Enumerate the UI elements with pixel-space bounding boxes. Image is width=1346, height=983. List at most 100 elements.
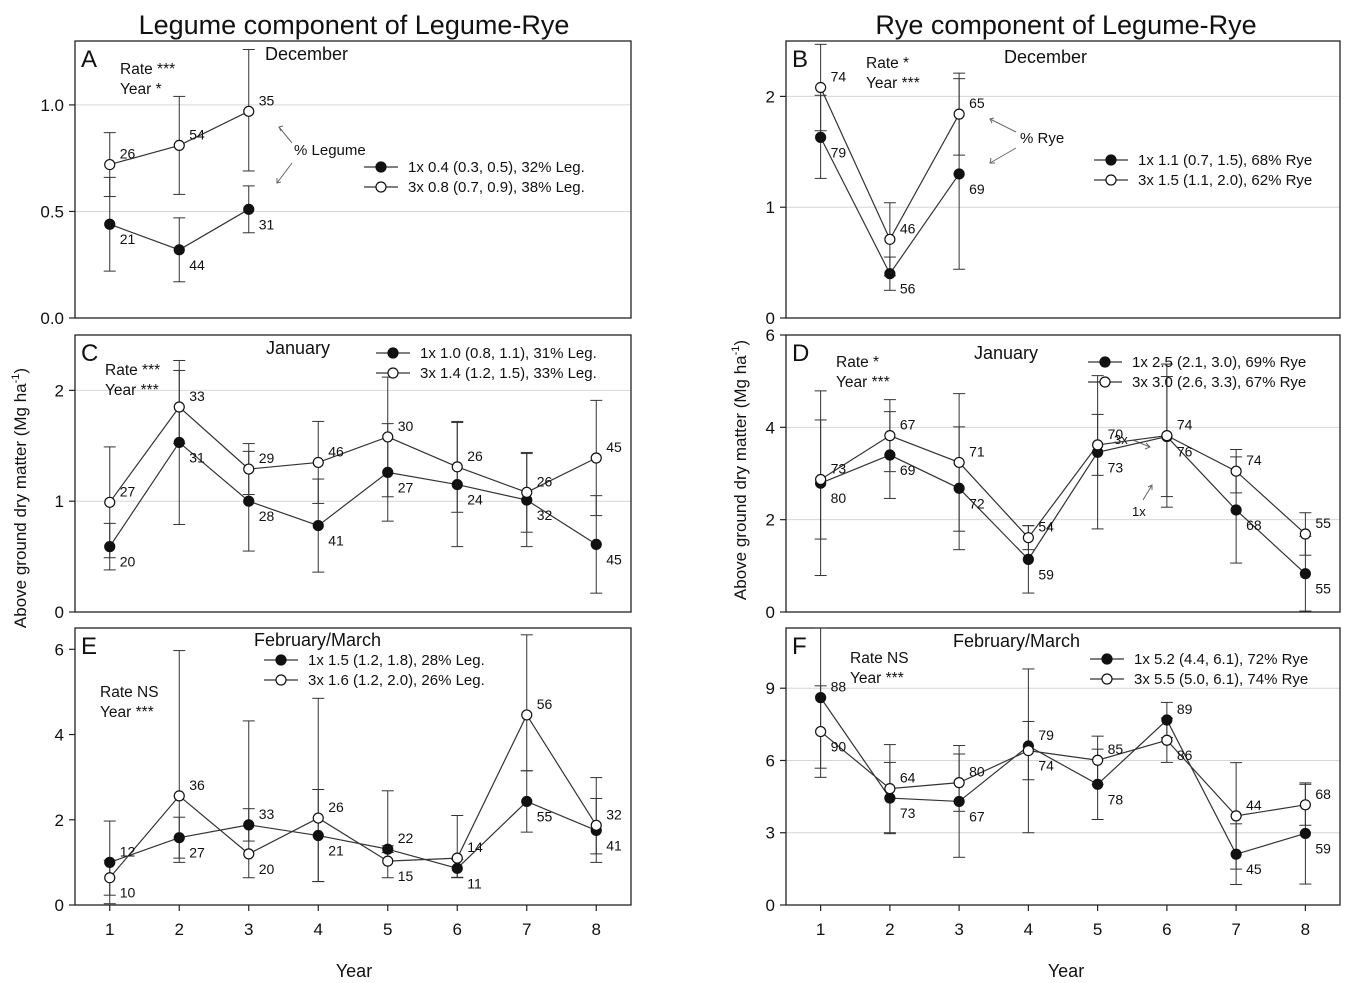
point-label-d-1x-4: 73 (1108, 459, 1124, 475)
panel-b: 0 1 2B December Rate * Year *** 79 56 69 74 46 65 1x… (766, 40, 1341, 328)
x-tick-label-e-7: 8 (592, 920, 601, 939)
data-point-f-3x-4 (1092, 754, 1104, 766)
data-point-c-3x-2 (243, 463, 255, 475)
data-point-c-1x-5 (451, 478, 463, 491)
point-label-f-1x-0: 88 (831, 679, 847, 695)
point-label-c-3x-3: 46 (328, 443, 344, 459)
x-tick-label-f-1: 2 (885, 920, 894, 939)
x-tick-label-f-0: 1 (816, 920, 825, 939)
data-point-d-1x-1 (884, 449, 896, 461)
plot-frame-a (74, 40, 632, 319)
legend-entry-f-3x: 3x 5.5 (5.0, 6.1), 74% Rye (1134, 671, 1308, 688)
y-tick-label-e-0: 0 (55, 896, 64, 915)
point-label-b-1x-0: 79 (831, 144, 847, 160)
point-label-e-1x-4: 22 (398, 830, 414, 846)
pct-legume-arrow-down (276, 162, 293, 184)
pct-legume-arrow-up (278, 126, 293, 144)
data-point-e-1x-2 (243, 819, 255, 831)
point-label-f-1x-2: 67 (969, 808, 985, 824)
data-point-f-1x-5 (1161, 714, 1173, 726)
point-label-b-1x-2: 69 (969, 181, 985, 197)
point-label-d-3x-6: 74 (1246, 452, 1262, 468)
series-line-d-3x (820, 434, 1306, 539)
y-tick-label-f-0: 0 (766, 896, 775, 915)
data-point-c-1x-3 (312, 519, 324, 532)
point-label-e-1x-3: 21 (328, 843, 344, 859)
pct-rye-annotation: % Rye (1020, 130, 1064, 147)
x-tick-label-e-6: 7 (522, 920, 531, 939)
data-point-e-3x-2 (243, 848, 255, 860)
legend-entry-a-3x: 3x 0.8 (0.7, 0.9), 38% Leg. (408, 179, 585, 196)
stats-line-f-1: Year *** (850, 670, 904, 687)
pct-legume-arrowhead-down (276, 178, 282, 184)
x-tick-label-e-1: 2 (175, 920, 184, 939)
legend-marker-c-1x (387, 347, 399, 359)
stats-line-c-1: Year *** (105, 382, 159, 399)
data-point-c-1x-7 (590, 538, 602, 551)
point-label-e-3x-4: 15 (398, 868, 414, 884)
y-tick-label-d-3: 6 (766, 326, 775, 345)
month-label-a: December (265, 44, 348, 64)
legend-entry-c-3x: 3x 1.4 (1.2, 1.5), 33% Leg. (420, 365, 597, 382)
left-ylabel-main: Above ground dry matter (Mg ha (11, 383, 30, 628)
legend-marker-e-1x (275, 654, 287, 666)
point-label-e-1x-7: 41 (606, 837, 622, 853)
plot-frame-c (74, 334, 632, 613)
point-label-f-3x-3: 74 (1038, 758, 1054, 774)
data-point-a-3x-2 (243, 105, 255, 117)
pct-rye-arrow-down (989, 147, 1017, 164)
panel-d-annotations: 3x 1x (1114, 432, 1153, 519)
panel-label-c: C (81, 340, 98, 367)
data-point-f-3x-6 (1230, 810, 1242, 822)
y-tick-label-a-1: 0.5 (40, 202, 64, 221)
month-label-d: January (974, 343, 1038, 363)
data-point-e-3x-4 (382, 855, 394, 867)
data-point-c-3x-3 (312, 456, 324, 469)
data-point-f-1x-1 (884, 792, 896, 804)
legend-marker-a-3x (375, 181, 387, 193)
data-point-b-1x-0 (815, 131, 827, 143)
plot-frame-d (785, 334, 1341, 613)
pct-rye-arrowhead-down (989, 157, 995, 164)
panel-a-annotations: % Legume (276, 125, 366, 184)
y-tick-label-a-2: 1.0 (40, 96, 64, 115)
data-point-e-3x-3 (312, 812, 324, 824)
point-label-b-1x-1: 56 (900, 281, 916, 297)
stats-line-b-0: Rate * (866, 55, 909, 72)
point-label-f-1x-1: 73 (900, 805, 916, 821)
point-label-c-1x-1: 31 (189, 449, 205, 465)
y-tick-label-a-0: 0.0 (40, 309, 64, 328)
data-point-c-3x-0 (104, 496, 116, 508)
legend-marker-d-1x (1099, 356, 1111, 368)
point-label-c-1x-7: 45 (606, 551, 622, 567)
y-tick-label-e-1: 2 (55, 811, 64, 830)
point-label-b-3x-2: 65 (969, 95, 985, 111)
plot-frame-e (74, 627, 632, 906)
data-point-f-1x-4 (1092, 778, 1104, 790)
legend-entry-d-3x: 3x 3.0 (2.6, 3.3), 67% Rye (1132, 374, 1306, 391)
panel-b-annotations: % Rye (989, 117, 1064, 164)
data-point-d-1x-7 (1299, 568, 1311, 580)
point-label-f-3x-1: 64 (900, 770, 916, 786)
point-label-d-3x-3: 54 (1038, 519, 1054, 535)
data-point-e-1x-0 (104, 856, 116, 868)
stats-line-f-0: Rate NS (850, 650, 909, 667)
left-ylabel-sup: -1 (10, 374, 22, 384)
data-point-e-1x-1 (173, 832, 185, 844)
data-point-c-1x-1 (173, 436, 185, 449)
point-label-a-3x-1: 54 (189, 126, 205, 142)
point-label-f-3x-2: 80 (969, 764, 985, 780)
data-point-d-3x-3 (1022, 532, 1034, 544)
stats-line-a-1: Year * (120, 81, 162, 98)
data-point-e-1x-5 (451, 862, 463, 874)
marker-1x-annotation: 1x (1132, 504, 1146, 519)
month-label-e: February/March (254, 630, 381, 650)
legend-marker-f-1x (1101, 653, 1113, 665)
point-label-f-1x-4: 78 (1108, 791, 1124, 807)
right-ylabel-close: ) (731, 340, 750, 346)
point-label-e-3x-0: 10 (120, 885, 136, 901)
point-label-e-3x-7: 32 (606, 806, 622, 822)
data-point-f-3x-1 (884, 783, 896, 795)
point-label-d-3x-5: 74 (1177, 417, 1193, 433)
point-label-f-1x-6: 45 (1246, 861, 1262, 877)
